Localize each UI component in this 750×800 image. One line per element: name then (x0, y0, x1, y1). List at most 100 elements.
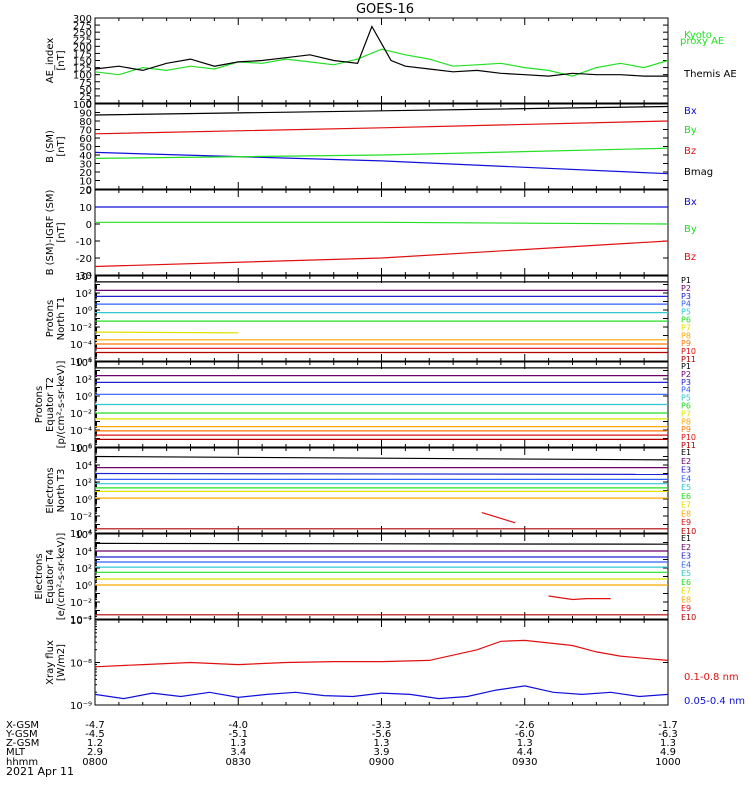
y-tick-label: 70 (79, 126, 92, 137)
y-axis-label: Electrons (45, 467, 56, 513)
legend-label: E1 (681, 448, 691, 457)
y-tick-label: 10⁻⁹ (70, 701, 92, 712)
legend-label: E9 (681, 604, 691, 613)
series-e1 (94, 542, 669, 545)
orbit-value: 1000 (655, 757, 680, 768)
y-tick-label: 50 (79, 143, 92, 154)
orbit-value: 0800 (82, 757, 107, 768)
orbit-row-label: MLT (6, 747, 26, 758)
series-kyoto (94, 48, 669, 77)
y-tick-label: 10⁻⁶ (70, 357, 92, 368)
legend-label: P9 (681, 339, 691, 348)
y-tick-label: 10⁶ (75, 444, 92, 455)
legend-label: E4 (681, 474, 691, 483)
legend-label: P7 (681, 409, 691, 418)
y-tick-label: 10⁴ (75, 358, 92, 369)
y-tick-label: 10⁻⁴ (70, 615, 92, 626)
y-tick-label: 10⁻⁴ (70, 340, 92, 351)
legend-label: E10 (681, 527, 696, 536)
y-tick-label: 30 (79, 160, 92, 171)
orbit-value: 1.3 (517, 738, 533, 749)
orbit-value: -5.6 (372, 729, 392, 740)
orbit-row-label: Y-GSM (5, 729, 38, 740)
panel-frame (94, 447, 669, 534)
y-tick-label: 0 (86, 220, 92, 231)
panel-frame (94, 533, 669, 620)
legend-label: P8 (681, 331, 691, 340)
legend-label: Kyoto (684, 30, 712, 41)
legend-label: P10 (681, 433, 696, 442)
legend-label: P6 (681, 402, 691, 411)
orbit-row-label: X-GSM (6, 720, 39, 731)
orbit-value: 0930 (512, 757, 537, 768)
panel-dbsm: -30 -20 -10 0 10 20 B (SM)-IGRF (SM) [nT] Bx By Bz (45, 186, 697, 282)
y-tick-label: 10 (79, 177, 92, 188)
panel-frame (94, 189, 669, 276)
y-axis-label: North T3 (56, 469, 67, 513)
legend-label: P3 (681, 378, 691, 387)
orbit-value: 1.2 (87, 738, 103, 749)
legend-label: P4 (681, 300, 691, 309)
y-tick-label: -20 (76, 254, 92, 265)
orbit-value: -6.3 (658, 729, 678, 740)
orbit-value: 1.3 (374, 738, 390, 749)
legend-label: P3 (681, 292, 691, 301)
orbit-value: -6.0 (515, 729, 535, 740)
legend-label: P1 (681, 362, 691, 371)
y-tick-label: 10⁻⁸ (70, 659, 92, 670)
legend-label: P11 (681, 355, 696, 364)
y-axis-label: Xray flux (45, 640, 56, 685)
legend-label: P2 (681, 370, 691, 379)
y-tick-label: 100 (73, 100, 92, 111)
legend-label: E4 (681, 560, 691, 569)
y-tick-label: 10⁰ (75, 392, 92, 403)
y-tick-label: 50 (79, 85, 92, 96)
legend-label: P10 (681, 347, 696, 356)
y-tick-label: 275 (73, 21, 92, 32)
y-tick-label: 10² (75, 375, 92, 386)
legend-label: 0.1-0.8 nm (684, 672, 739, 683)
y-tick-label: 90 (79, 109, 92, 120)
legend-label: E2 (681, 457, 691, 466)
y-tick-label: 10⁰ (75, 581, 92, 592)
panel-ae: 0255075100125150175200225250275300AE_ind… (45, 14, 737, 110)
legend-label: 0.05-0.4 nm (684, 696, 745, 707)
series-by (95, 221, 669, 225)
legend-label: proxy AE (680, 36, 724, 47)
y-tick-label: 80 (79, 117, 92, 128)
legend-label: E10 (681, 613, 696, 622)
y-axis-label: [p/(cm²-s-sr-keV)] (56, 361, 67, 449)
legend-label: P5 (681, 308, 691, 317)
y-tick-label: 10² (75, 564, 92, 575)
legend-label: E6 (681, 578, 691, 587)
y-tick-label: 10⁻² (70, 598, 92, 609)
series-e9 (548, 595, 611, 601)
y-tick-label: 10⁴ (75, 461, 92, 472)
series-0-1-0-8-nm (94, 639, 669, 668)
legend-label: E1 (681, 534, 691, 543)
series-bz (94, 120, 669, 135)
legend-label: E5 (681, 569, 691, 578)
y-tick-label: 10⁶ (75, 530, 92, 541)
legend-label: P7 (681, 323, 691, 332)
orbit-value: 3.9 (374, 747, 390, 758)
y-tick-label: 10² (75, 289, 92, 300)
y-tick-label: 20 (79, 168, 92, 179)
legend-label: E5 (681, 483, 691, 492)
legend-label: P1 (681, 276, 691, 285)
y-tick-label: 10⁴ (75, 272, 92, 283)
y-tick-label: 10⁻⁷ (70, 616, 92, 627)
series-by (94, 147, 669, 159)
panel-frame (94, 103, 669, 190)
y-tick-label: 10⁴ (75, 547, 92, 558)
y-tick-label: -30 (76, 271, 92, 282)
y-tick-label: 25 (79, 92, 92, 103)
legend-label: Bz (684, 252, 696, 263)
orbit-value: -3.3 (372, 720, 392, 731)
y-tick-label: 250 (73, 28, 92, 39)
y-tick-label: 125 (73, 64, 92, 75)
figure-title: GOES-16 (356, 2, 414, 17)
orbit-value: -1.7 (658, 720, 678, 731)
